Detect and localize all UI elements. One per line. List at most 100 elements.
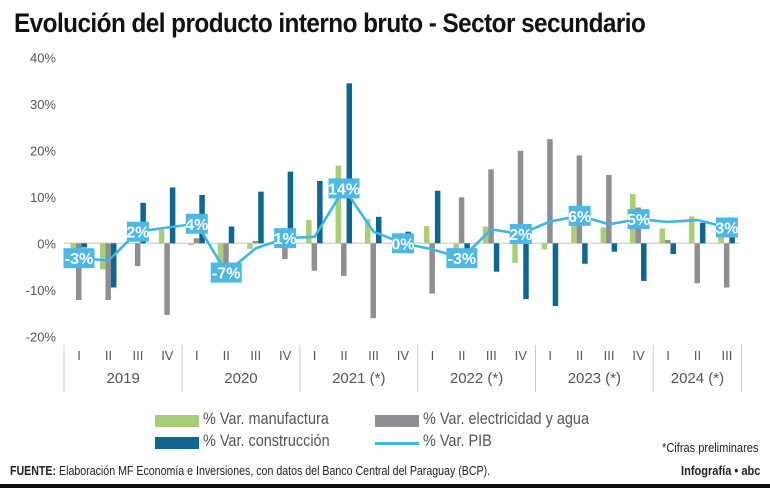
x-tick-label: III xyxy=(132,348,143,363)
bar-construccion xyxy=(228,226,235,244)
pib-data-label: -3% xyxy=(448,251,476,268)
bar-electricidad xyxy=(488,169,494,244)
year-label: 2019 xyxy=(106,370,139,387)
bar-manufactura xyxy=(306,220,312,244)
bar-construccion xyxy=(523,243,529,300)
legend-swatch-electricidad xyxy=(375,415,419,427)
bar-electricidad xyxy=(76,243,82,301)
bar-construccion xyxy=(110,243,117,288)
bar-construccion xyxy=(287,171,294,244)
x-tick-label: I xyxy=(548,348,552,363)
pib-data-label: 0% xyxy=(391,236,414,253)
x-tick-label: II xyxy=(340,348,347,363)
x-tick-label: I xyxy=(195,348,199,363)
pib-data-label: 2% xyxy=(509,227,532,244)
pib-data-label-box xyxy=(715,217,738,238)
bar-construccion xyxy=(611,243,618,252)
bar-manufactura xyxy=(247,243,253,249)
year-label: 2023 (*) xyxy=(568,370,621,387)
year-label: 2021 (*) xyxy=(332,370,385,387)
chart-title: Evolución del producto interno bruto - S… xyxy=(14,8,646,38)
bar-manufactura xyxy=(158,229,165,244)
x-tick-label: IV xyxy=(515,348,528,363)
bar-electricidad xyxy=(517,150,524,244)
bar-electricidad xyxy=(370,243,376,319)
pib-data-label: 4% xyxy=(185,217,208,234)
pib-data-label: 14% xyxy=(328,181,360,198)
bar-manufactura xyxy=(188,243,194,246)
x-tick-label: II xyxy=(458,348,465,363)
source-line: FUENTE: Elaboración MF Economía e Invers… xyxy=(10,464,490,478)
bar-manufactura xyxy=(365,219,371,244)
pib-data-label: -3% xyxy=(65,251,93,268)
bar-manufactura xyxy=(512,243,518,263)
x-tick-label: I xyxy=(77,348,81,363)
bar-electricidad xyxy=(282,243,288,260)
x-tick-label: I xyxy=(666,348,670,363)
bar-electricidad xyxy=(223,243,229,272)
legend-swatch-construccion xyxy=(155,437,199,449)
legend-swatch-pib xyxy=(375,442,419,445)
y-tick-label: -10% xyxy=(26,283,57,298)
bar-electricidad xyxy=(105,243,111,301)
x-tick-label: II xyxy=(576,348,583,363)
bar-manufactura xyxy=(571,225,577,244)
pib-data-label: 3% xyxy=(715,220,738,237)
bar-construccion xyxy=(81,243,87,248)
legend-swatch-manufactura xyxy=(155,415,199,427)
pib-data-label: 2% xyxy=(126,225,149,242)
year-label: 2024 (*) xyxy=(671,370,724,387)
pib-data-label-box xyxy=(509,224,532,244)
legend-construccion: % Var. construcción xyxy=(203,431,330,450)
bar-electricidad xyxy=(606,174,612,244)
x-tick-label: II xyxy=(694,348,701,363)
pib-data-label-box xyxy=(274,228,297,249)
bar-electricidad xyxy=(665,240,671,244)
pib-data-label-box xyxy=(568,205,591,226)
bar-electricidad xyxy=(547,139,553,244)
x-tick-label: III xyxy=(604,348,615,363)
bar-electricidad xyxy=(341,243,347,276)
bar-electricidad xyxy=(252,240,259,244)
bar-construccion xyxy=(346,83,353,244)
bar-manufactura xyxy=(423,226,430,244)
x-tick-label: III xyxy=(368,348,379,363)
pib-data-label-box xyxy=(446,248,478,269)
bar-construccion xyxy=(552,243,559,307)
source-label: FUENTE: xyxy=(10,464,57,478)
source-text: Elaboración MF Economía e Inversiones, c… xyxy=(56,464,491,478)
bar-manufactura xyxy=(600,227,607,244)
x-tick-label: III xyxy=(250,348,261,363)
bar-electricidad xyxy=(429,243,435,294)
bar-manufactura xyxy=(99,243,106,270)
y-tick-label: 20% xyxy=(30,143,56,158)
bar-electricidad xyxy=(164,243,170,315)
y-tick-label: 0% xyxy=(37,236,56,251)
bar-manufactura xyxy=(70,243,76,250)
bar-electricidad xyxy=(193,238,200,244)
x-tick-label: II xyxy=(223,348,230,363)
pib-data-label-box xyxy=(126,221,149,242)
bar-manufactura xyxy=(541,243,548,250)
pib-line xyxy=(78,187,728,274)
year-label: 2020 xyxy=(224,370,257,387)
x-tick-label: II xyxy=(105,348,112,363)
y-tick-label: 10% xyxy=(30,190,56,205)
bar-electricidad xyxy=(134,243,141,267)
x-tick-label: I xyxy=(431,348,435,363)
legend-electricidad: % Var. electricidad y agua xyxy=(423,409,590,428)
pib-data-label-box xyxy=(210,262,242,283)
bar-electricidad xyxy=(458,197,465,244)
x-tick-label: IV xyxy=(279,348,292,363)
pib-data-label: -7% xyxy=(212,266,240,283)
bar-construccion xyxy=(434,190,441,244)
x-tick-label: IV xyxy=(632,348,645,363)
y-tick-label: -20% xyxy=(26,329,57,344)
x-tick-label: I xyxy=(313,348,317,363)
bar-construccion xyxy=(317,180,323,244)
pib-data-label-box xyxy=(627,209,650,230)
bar-manufactura xyxy=(217,243,224,270)
legend-manufactura: % Var. manufactura xyxy=(203,409,329,428)
pib-data-label-box xyxy=(63,248,95,269)
